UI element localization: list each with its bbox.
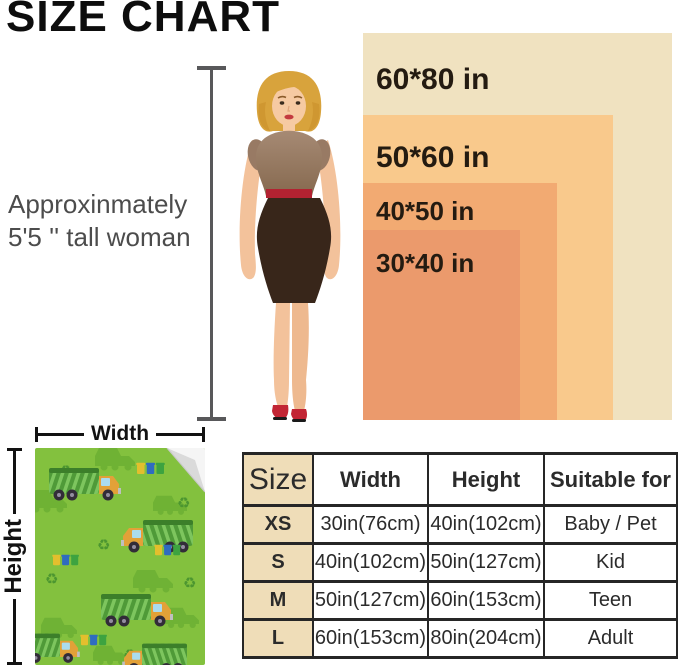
table-cell-size: L (242, 618, 314, 659)
table-row-s: S 40in(102cm) 50in(127cm) Kid (242, 542, 678, 583)
table-header-height: Height (427, 452, 545, 507)
measure-stem (156, 432, 202, 436)
eyebrow-graphic (293, 95, 303, 99)
woman-illustration (239, 71, 341, 422)
page-title: SIZE CHART (6, 0, 280, 41)
width-measure-line: Width (35, 422, 205, 446)
belt-graphic (266, 189, 312, 198)
size-box-label: 40*50 in (376, 196, 475, 226)
table-cell-suitable: Kid (543, 542, 678, 583)
size-box-30x40: 30*40 in (363, 230, 520, 420)
table-header-size: Size (242, 452, 314, 507)
eye-graphic (295, 101, 301, 105)
table-cell-width: 40in(102cm) (312, 542, 429, 583)
svg-text:♻: ♻ (45, 570, 58, 588)
svg-text:♻: ♻ (97, 536, 110, 554)
measure-stem (12, 451, 16, 515)
arm-graphic (239, 140, 264, 280)
skirt-graphic (256, 198, 332, 303)
shoe-sole-graphic (273, 417, 287, 420)
table-header-suitable-for: Suitable for (543, 452, 678, 507)
width-label: Width (90, 422, 150, 445)
svg-text:♻: ♻ (183, 574, 196, 592)
blouse-graphic (255, 130, 323, 196)
eye-graphic (279, 101, 285, 105)
lips-graphic (284, 114, 294, 120)
measure-stem (12, 598, 16, 663)
table-cell-height: 40in(102cm) (427, 504, 545, 545)
shoe-sole-graphic (292, 419, 306, 422)
table-cell-size: M (242, 580, 314, 621)
size-box-label: 30*40 in (376, 248, 475, 278)
size-box-label: 60*80 in (376, 63, 490, 96)
hair-side-graphic (258, 102, 320, 131)
measure-cap-left (35, 426, 38, 442)
table-header-row: Size Width Height Suitable for (242, 452, 678, 507)
height-label: Height (0, 519, 27, 594)
table-row-xs: XS 30in(76cm) 40in(102cm) Baby / Pet (242, 504, 678, 545)
table-cell-suitable: Baby / Pet (543, 504, 678, 545)
shoe-graphic (291, 409, 307, 422)
size-box-label: 50*60 in (376, 141, 490, 174)
svg-text:♻: ♻ (177, 494, 190, 512)
measure-cap-top (197, 66, 226, 70)
caption-line-1: Approxinmately (8, 189, 188, 219)
table-cell-width: 60in(153cm) (312, 618, 429, 659)
table-cell-size: S (242, 542, 314, 583)
model-height-caption: Approxinmately 5'5 '' tall woman (8, 188, 191, 254)
caption-line-2: 5'5 '' tall woman (8, 222, 191, 252)
size-table: Size Width Height Suitable for XS 30in(7… (242, 452, 678, 659)
leg-graphic (292, 303, 309, 411)
table-cell-suitable: Teen (543, 580, 678, 621)
shoe-graphic (272, 405, 289, 420)
measure-stem (210, 70, 213, 417)
table-cell-height: 80in(204cm) (427, 618, 545, 659)
table-row-m: M 50in(127cm) 60in(153cm) Teen (242, 580, 678, 621)
measure-cap-top (6, 448, 22, 451)
nose-graphic (287, 105, 290, 112)
table-cell-suitable: Adult (543, 618, 678, 659)
table-row-l: L 60in(153cm) 80in(204cm) Adult (242, 618, 678, 659)
arm-graphic (316, 140, 341, 280)
leg-graphic (273, 303, 290, 407)
measure-cap-bottom (197, 417, 226, 421)
fringe-graphic (258, 72, 320, 108)
blanket-preview-image: ♻ ♻ ♻ ♻ ♻ ♻ (35, 448, 205, 665)
fold-corner (166, 448, 205, 493)
measure-cap-right (202, 426, 205, 442)
table-cell-width: 30in(76cm) (312, 504, 429, 545)
table-cell-height: 60in(153cm) (427, 580, 545, 621)
measure-stem (38, 432, 84, 436)
table-header-width: Width (312, 452, 429, 507)
height-measure-line: Height (0, 448, 27, 666)
eyebrow-graphic (277, 95, 287, 99)
table-cell-size: XS (242, 504, 314, 545)
woman-height-measure-line (197, 66, 226, 421)
measure-cap-bottom (6, 662, 22, 666)
table-cell-width: 50in(127cm) (312, 580, 429, 621)
table-cell-height: 50in(127cm) (427, 542, 545, 583)
